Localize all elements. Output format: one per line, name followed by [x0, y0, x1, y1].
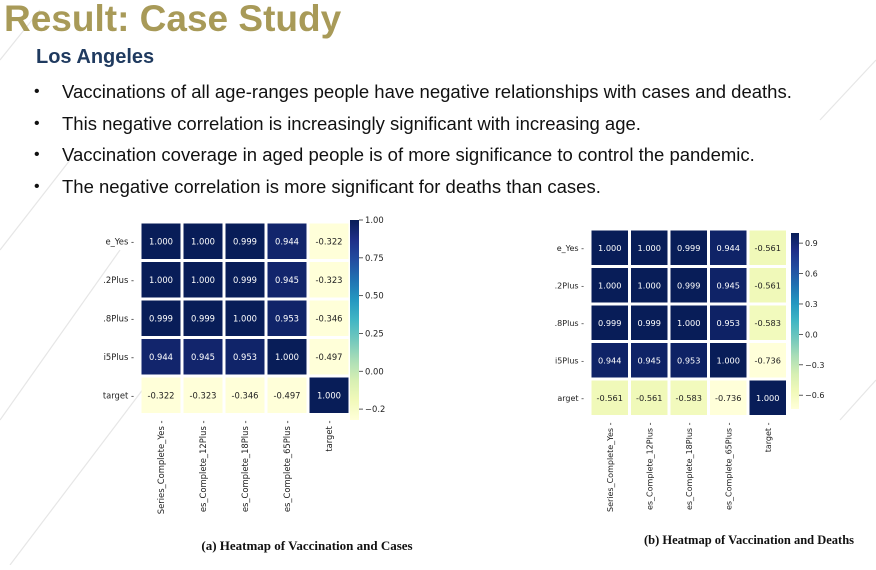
bullet-text: Vaccination coverage in aged people is o…: [62, 144, 755, 165]
bullet-glyph: •: [34, 146, 40, 163]
bullet-item: • Vaccinations of all age-ranges people h…: [32, 80, 792, 112]
bullet-glyph: •: [34, 177, 40, 195]
bullet-list: • Vaccinations of all age-ranges people h…: [32, 80, 792, 206]
bullet-glyph: •: [34, 114, 40, 132]
slide-title: Result: Case Study: [4, 0, 342, 39]
bullet-text: This negative correlation is increasingl…: [62, 112, 641, 134]
bullet-item: • The negative correlation is more signif…: [32, 175, 792, 207]
bullet-glyph: •: [34, 83, 40, 100]
bullet-item: • This negative correlation is increasing…: [32, 112, 792, 144]
bullet-text: Vaccinations of all age-ranges people ha…: [62, 81, 792, 102]
bullet-text: The negative correlation is more signifi…: [62, 175, 601, 197]
slide-subtitle: Los Angeles: [36, 46, 155, 68]
bullet-item: • Vaccination coverage in aged people is …: [32, 143, 792, 175]
